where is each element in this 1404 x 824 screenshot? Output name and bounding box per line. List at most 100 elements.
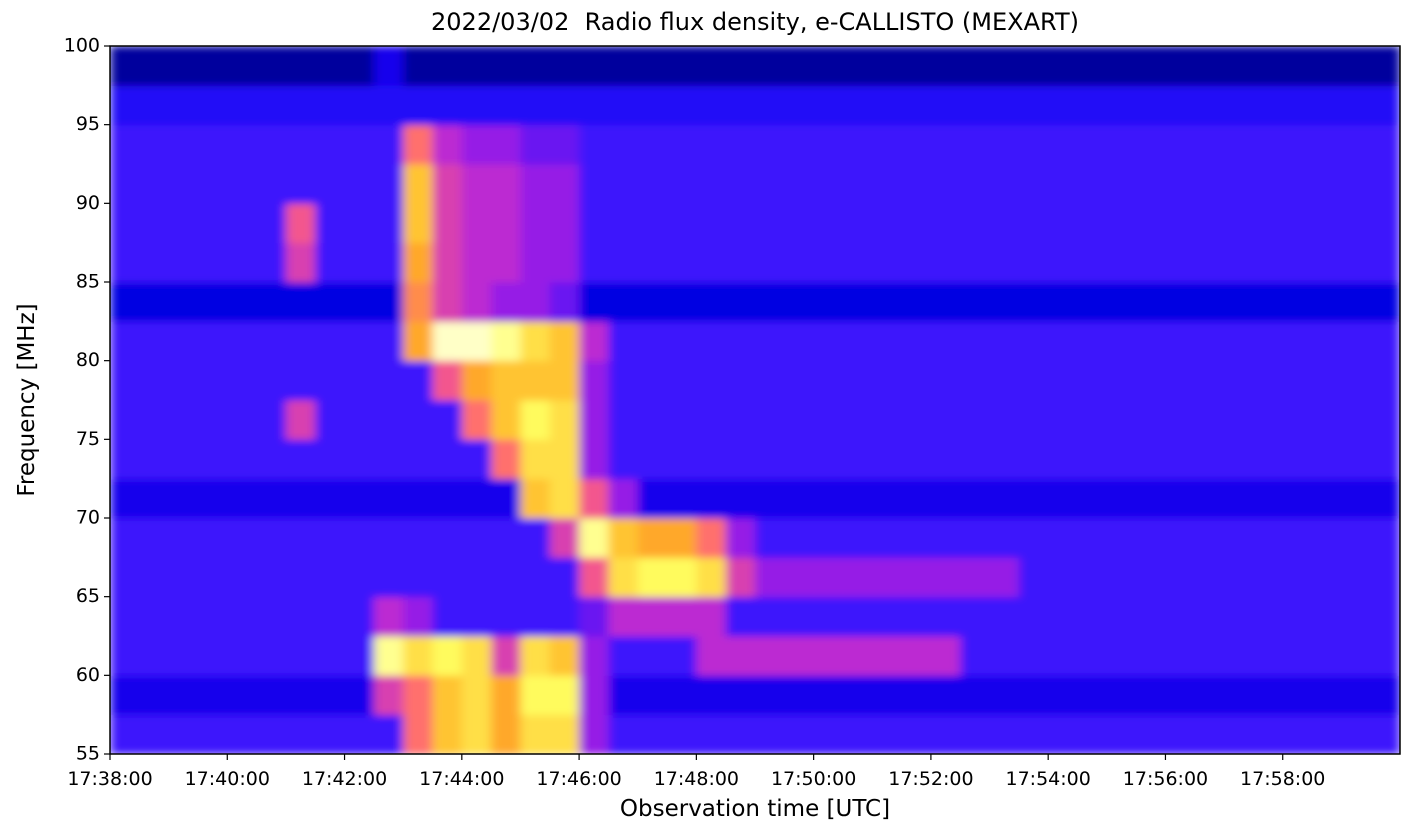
heatmap-cell	[461, 164, 492, 204]
heatmap-cell	[901, 675, 932, 716]
heatmap-cell	[344, 282, 375, 322]
heatmap-cell	[256, 124, 287, 165]
heatmap-cell	[960, 596, 991, 637]
heatmap-cell	[842, 675, 873, 716]
heatmap-cell	[1341, 46, 1372, 86]
heatmap-cell	[1253, 360, 1284, 401]
x-axis-label: Observation time [UTC]	[620, 796, 890, 822]
heatmap-cell	[491, 675, 521, 716]
heatmap-cell	[1370, 164, 1400, 204]
heatmap-cell	[579, 400, 609, 440]
x-tick-label: 17:58:00	[1240, 768, 1325, 790]
heatmap-cell	[285, 282, 316, 322]
x-tick-label: 17:54:00	[1006, 768, 1091, 790]
heatmap-cell	[315, 242, 346, 283]
heatmap-cell	[784, 714, 815, 754]
heatmap-cell	[1282, 675, 1313, 716]
heatmap-cell	[696, 675, 727, 716]
heatmap-cell	[725, 596, 756, 637]
heatmap-cell	[696, 46, 727, 86]
heatmap-cell	[813, 675, 844, 716]
heatmap-cell	[520, 557, 551, 598]
heatmap-cell	[549, 242, 580, 283]
heatmap-cell	[989, 321, 1020, 362]
x-tick-label: 17:44:00	[419, 768, 504, 790]
heatmap-cell	[608, 400, 639, 440]
heatmap-cell	[139, 46, 170, 86]
heatmap-cell	[520, 85, 551, 126]
heatmap-cell	[608, 282, 639, 322]
heatmap-cell	[520, 203, 551, 244]
heatmap-cell	[608, 636, 639, 676]
heatmap-cell	[227, 439, 258, 480]
heatmap-cell	[1194, 439, 1225, 480]
heatmap-cell	[989, 46, 1020, 86]
heatmap-cell	[1312, 518, 1342, 558]
x-tick-label: 17:42:00	[302, 768, 387, 790]
heatmap-cell	[315, 439, 346, 480]
heatmap-cell	[579, 203, 609, 244]
heatmap-cell	[930, 242, 961, 283]
heatmap-cell	[491, 518, 521, 558]
heatmap-cell	[667, 714, 697, 754]
heatmap-cell	[1136, 85, 1166, 126]
heatmap-cell	[139, 85, 170, 126]
heatmap-cell	[989, 164, 1020, 204]
heatmap-cell	[637, 439, 668, 480]
heatmap-cell	[168, 282, 199, 322]
heatmap-cell	[1224, 203, 1254, 244]
heatmap-cell	[461, 85, 492, 126]
heatmap-cell	[168, 242, 199, 283]
heatmap-cell	[1194, 478, 1225, 519]
heatmap-cell	[872, 675, 903, 716]
heatmap-cell	[1048, 518, 1078, 558]
heatmap-cell	[901, 714, 932, 754]
heatmap-cell	[1282, 596, 1313, 637]
heatmap-cell	[1077, 85, 1108, 126]
heatmap-cell	[901, 85, 932, 126]
heatmap-cell	[461, 636, 492, 676]
heatmap-cell	[373, 282, 404, 322]
heatmap-cell	[1312, 124, 1342, 165]
heatmap-cell	[842, 282, 873, 322]
heatmap-cell	[1341, 714, 1372, 754]
heatmap-cell	[520, 282, 551, 322]
heatmap-cell	[696, 124, 727, 165]
heatmap-cell	[725, 518, 756, 558]
heatmap-cell	[315, 596, 346, 637]
heatmap-cell	[637, 360, 668, 401]
heatmap-cell	[1341, 557, 1372, 598]
heatmap-cell	[549, 400, 580, 440]
y-tick-label: 95	[76, 113, 100, 135]
heatmap-cell	[315, 636, 346, 676]
heatmap-cell	[901, 321, 932, 362]
heatmap-cell	[227, 85, 258, 126]
heatmap-cell	[1136, 282, 1166, 322]
heatmap-cell	[1077, 321, 1108, 362]
heatmap-cell	[872, 557, 903, 598]
heatmap-cell	[813, 714, 844, 754]
y-tick-label: 85	[76, 271, 100, 293]
heatmap-cell	[491, 596, 521, 637]
heatmap-cell	[227, 675, 258, 716]
heatmap-cell	[960, 478, 991, 519]
heatmap-cell	[1018, 636, 1049, 676]
heatmap-cell	[579, 636, 609, 676]
heatmap-cell	[608, 360, 639, 401]
heatmap-cell	[432, 124, 463, 165]
heatmap-cell	[373, 124, 404, 165]
heatmap-cell	[1106, 85, 1137, 126]
heatmap-cell	[403, 400, 433, 440]
y-tick-label: 75	[76, 428, 100, 450]
heatmap-cell	[168, 164, 199, 204]
heatmap-cell	[1165, 46, 1196, 86]
heatmap-cell	[637, 675, 668, 716]
heatmap-cell	[110, 85, 140, 126]
heatmap-cell	[989, 360, 1020, 401]
heatmap-cell	[784, 439, 815, 480]
heatmap-cell	[842, 439, 873, 480]
heatmap-cell	[110, 124, 140, 165]
x-tick-label: 17:38:00	[67, 768, 152, 790]
heatmap-cell	[1136, 636, 1166, 676]
heatmap-cell	[1048, 675, 1078, 716]
